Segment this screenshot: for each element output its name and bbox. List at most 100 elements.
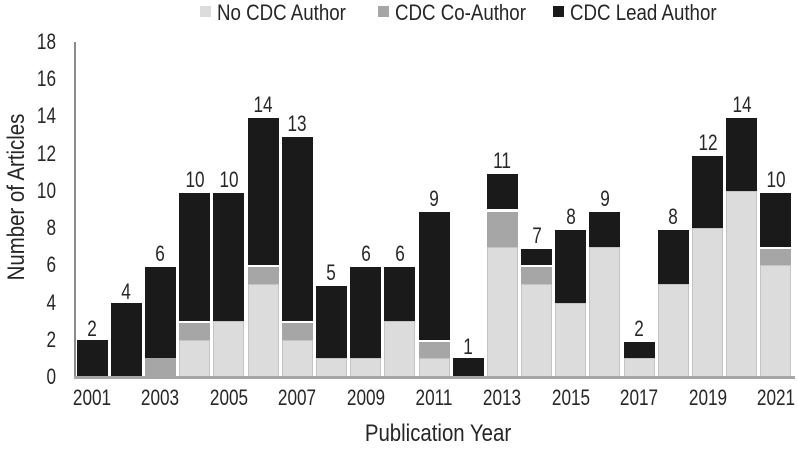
data-label-2003: 6 <box>155 241 166 267</box>
bar-2003-segment-cdc-lead-author <box>144 265 176 359</box>
x-tick-label-2007: 2007 <box>278 385 317 410</box>
y-tick-label-18: 18 <box>36 29 56 54</box>
bar-2020-segment-cdc-lead-author <box>726 116 758 191</box>
data-label-2009: 6 <box>360 241 371 267</box>
legend-marker-cdc-lead-author-icon <box>553 6 564 17</box>
y-tick-label-0: 0 <box>46 364 56 389</box>
bar-2013-segment-cdc-co-author <box>486 209 518 247</box>
bar-2009-segment-cdc-lead-author <box>350 265 382 359</box>
bar-2006-segment-cdc-lead-author <box>247 116 279 266</box>
y-tick-label-10: 10 <box>36 177 56 203</box>
data-label-2021: 10 <box>766 166 786 192</box>
bar-2014-segment-cdc-co-author <box>521 265 553 284</box>
data-label-2008: 5 <box>326 259 337 285</box>
x-tick-label-2013: 2013 <box>483 385 522 410</box>
y-axis-line <box>74 42 76 378</box>
data-label-2019: 12 <box>697 129 718 155</box>
bar-2007-segment-no-cdc-author <box>281 339 313 377</box>
bar-2021-segment-cdc-lead-author <box>760 190 792 247</box>
bar-2015-segment-no-cdc-author <box>555 302 587 377</box>
x-axis-title: Publication Year <box>364 420 512 447</box>
data-label-2006: 14 <box>253 92 273 118</box>
bar-2011-segment-cdc-co-author <box>418 339 450 359</box>
bar-2005-segment-cdc-lead-author <box>213 190 245 322</box>
data-label-2001: 2 <box>87 315 97 341</box>
bar-2007-segment-cdc-lead-author <box>281 135 313 322</box>
bar-2020-segment-no-cdc-author <box>726 190 758 377</box>
y-tick-label-16: 16 <box>36 66 56 92</box>
bar-2004-segment-cdc-lead-author <box>179 190 211 322</box>
legend-label: No CDC Author <box>217 0 346 25</box>
bar-2019-segment-cdc-lead-author <box>692 153 724 229</box>
bar-2017-segment-cdc-lead-author <box>623 339 655 359</box>
y-tick-label-4: 4 <box>46 289 56 315</box>
x-tick-label-2011: 2011 <box>415 385 453 410</box>
bar-2009-segment-no-cdc-author <box>350 358 382 377</box>
x-tick-label-2017: 2017 <box>620 385 659 410</box>
data-label-2017: 2 <box>634 315 644 341</box>
bar-2008-segment-cdc-lead-author <box>315 283 347 359</box>
data-label-2011: 9 <box>429 185 439 211</box>
bar-2010-segment-cdc-lead-author <box>384 265 416 322</box>
data-label-2005: 10 <box>219 166 239 192</box>
bar-2008-segment-no-cdc-author <box>315 358 347 377</box>
bar-2017-segment-no-cdc-author <box>623 358 655 377</box>
y-tick-label-2: 2 <box>46 326 56 352</box>
data-label-2015: 8 <box>565 204 576 230</box>
bar-2007-segment-cdc-co-author <box>281 321 313 340</box>
x-tick-label-2019: 2019 <box>688 385 727 410</box>
bar-2010-segment-no-cdc-author <box>384 321 416 377</box>
y-tick-label-8: 8 <box>46 215 56 241</box>
legend-marker-cdc-co-author-icon <box>378 6 389 17</box>
legend-marker-no-cdc-author-icon <box>200 6 211 17</box>
bar-2004-segment-cdc-co-author <box>179 321 211 340</box>
bar-2014-segment-no-cdc-author <box>521 283 553 377</box>
bar-2018-segment-cdc-lead-author <box>657 228 689 284</box>
bar-2004-segment-no-cdc-author <box>179 339 211 377</box>
bar-2006-segment-cdc-co-author <box>247 265 279 284</box>
x-tick-label-2021: 2021 <box>756 385 795 410</box>
bar-2011-segment-no-cdc-author <box>418 358 450 377</box>
chart-legend: No CDC Author CDC Co-Author CDC Lead Aut… <box>0 0 797 26</box>
bar-2006-segment-no-cdc-author <box>247 283 279 377</box>
bar-2013-segment-cdc-lead-author <box>486 172 518 210</box>
x-axis-line <box>74 376 795 379</box>
legend-label: CDC Co-Author <box>395 0 526 25</box>
data-label-2013: 11 <box>493 148 512 174</box>
bar-2015-segment-cdc-lead-author <box>555 228 587 303</box>
bar-2005-segment-no-cdc-author <box>213 321 245 377</box>
data-label-2016: 9 <box>600 185 610 211</box>
bar-2018-segment-no-cdc-author <box>657 283 689 377</box>
y-tick-label-12: 12 <box>36 140 56 166</box>
bar-2016-segment-no-cdc-author <box>589 246 621 377</box>
data-label-2018: 8 <box>668 204 679 230</box>
bar-2002-segment-cdc-lead-author <box>110 302 142 377</box>
data-label-2012: 1 <box>463 334 473 360</box>
bar-2019-segment-no-cdc-author <box>692 228 724 377</box>
bar-2014-segment-cdc-lead-author <box>521 246 553 266</box>
x-tick-label-2003: 2003 <box>141 385 180 410</box>
bar-2021-segment-no-cdc-author <box>760 265 792 377</box>
x-tick-label-2005: 2005 <box>209 385 248 410</box>
bar-2001-segment-cdc-lead-author <box>76 339 108 377</box>
x-tick-label-2015: 2015 <box>551 385 590 410</box>
bar-2011-segment-cdc-lead-author <box>418 209 450 340</box>
bar-2021-segment-cdc-co-author <box>760 246 792 266</box>
data-label-2007: 13 <box>287 111 307 137</box>
data-label-2020: 14 <box>732 92 752 118</box>
data-label-2014: 7 <box>531 222 542 248</box>
bar-2003-segment-cdc-co-author <box>144 358 176 377</box>
bar-2016-segment-cdc-lead-author <box>589 209 621 247</box>
x-tick-label-2001: 2001 <box>72 385 112 410</box>
x-tick-label-2009: 2009 <box>346 385 385 410</box>
data-label-2002: 4 <box>121 278 132 304</box>
y-tick-label-14: 14 <box>36 103 56 129</box>
legend-label: CDC Lead Author <box>570 0 717 25</box>
bar-2012-segment-cdc-lead-author <box>452 358 484 377</box>
y-tick-label-6: 6 <box>46 252 56 278</box>
bar-2013-segment-no-cdc-author <box>486 246 518 377</box>
data-label-2004: 10 <box>185 166 205 192</box>
data-label-2010: 6 <box>395 241 405 267</box>
